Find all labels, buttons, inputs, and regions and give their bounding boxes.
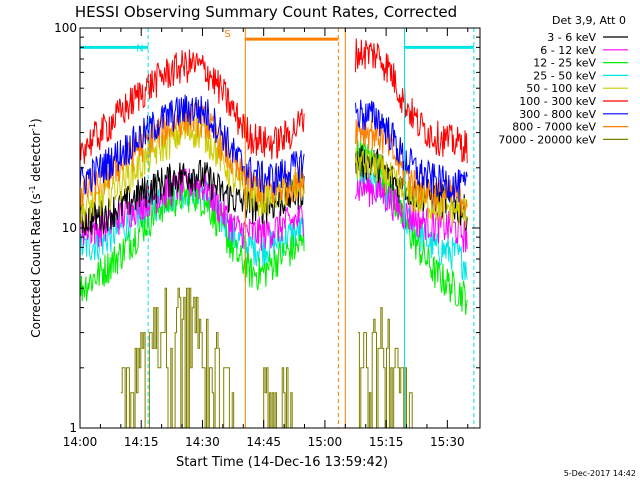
legend-label: 25 - 50 keV xyxy=(533,69,596,82)
series-line-6-seg-1 xyxy=(355,99,468,203)
series-line-5-seg-0 xyxy=(79,49,305,165)
legend-label: 50 - 100 keV xyxy=(526,82,596,95)
series-5 xyxy=(79,38,468,165)
legend-label: 300 - 800 keV xyxy=(519,108,596,121)
x-tick-label: 14:30 xyxy=(185,435,220,449)
legend-label: 800 - 7000 keV xyxy=(512,121,596,134)
y-tick-label: 1 xyxy=(69,421,77,435)
legend-label: 7000 - 20000 keV xyxy=(498,133,596,146)
x-tick-label: 15:00 xyxy=(308,435,343,449)
series-line-3-seg-1 xyxy=(355,161,468,282)
x-tick-label: 15:15 xyxy=(369,435,404,449)
series-line-0-seg-0 xyxy=(79,159,305,236)
x-tick-label: 14:00 xyxy=(63,435,98,449)
series-6 xyxy=(79,94,468,203)
y-tick-label: 10 xyxy=(62,221,77,235)
legend-label: 3 - 6 keV xyxy=(547,31,596,44)
legend-label: 100 - 300 keV xyxy=(519,95,596,108)
annotation-label-s: S xyxy=(224,29,230,40)
chart-title: HESSI Observing Summary Count Rates, Cor… xyxy=(75,3,457,21)
x-tick-label: 14:15 xyxy=(124,435,159,449)
series-line-1-seg-1 xyxy=(355,172,468,253)
series-line-8-seg-1 xyxy=(260,367,294,429)
x-tick-label: 15:30 xyxy=(430,435,465,449)
annotation-label-n: N xyxy=(136,43,143,54)
series-line-4-seg-1 xyxy=(355,147,468,229)
series-line-6-seg-0 xyxy=(79,94,305,196)
x-axis: 14:00 14:15 14:30 14:45 15:00 15:15 15:30 xyxy=(63,28,469,449)
x-axis-label: Start Time (14-Dec-16 13:59:42) xyxy=(176,455,388,470)
legend-label: 6 - 12 keV xyxy=(540,44,596,57)
footer-date: 5-Dec-2017 14:42 xyxy=(564,469,636,478)
series-line-5-seg-1 xyxy=(355,38,468,164)
legend-header: Det 3,9, Att 0 xyxy=(552,14,626,27)
y-axis: 1 10 100 xyxy=(54,21,480,435)
x-tick-label: 14:45 xyxy=(246,435,281,449)
y-tick-label: 100 xyxy=(54,21,77,35)
y-axis-label: Corrected Count Rate (s-1 detector-1) xyxy=(28,118,43,337)
legend-label: 12 - 25 keV xyxy=(533,57,596,70)
